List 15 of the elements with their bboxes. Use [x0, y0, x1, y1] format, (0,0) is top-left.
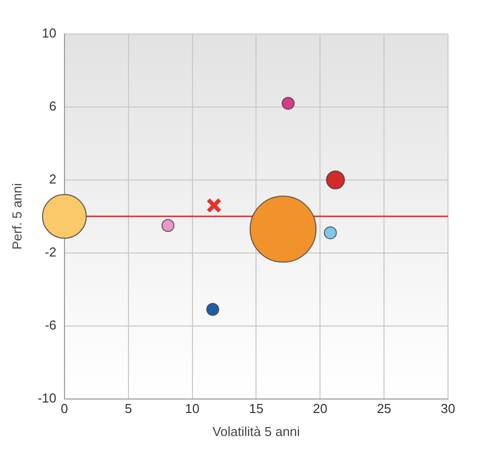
y-tick-label: -2 [44, 244, 56, 260]
y-tick-label: 2 [49, 172, 56, 186]
y-tick-label: 6 [49, 98, 56, 114]
x-tick-label: 15 [248, 401, 264, 416]
x-tick-label: 25 [376, 401, 392, 416]
x-axis-title: Volatilità 5 anni [212, 424, 300, 439]
x-tick-label: 10 [185, 401, 200, 416]
y-tick-label: -10 [38, 390, 56, 406]
x-tick-label: 0 [60, 401, 68, 416]
x-tick-label: 20 [312, 401, 328, 416]
y-axis-title: Perf. 5 anni [9, 183, 24, 250]
x-tick-label: 30 [440, 401, 456, 416]
y-tick-label: -6 [44, 317, 56, 332]
x-tick-label: 5 [124, 401, 132, 416]
y-tick-label: 10 [42, 26, 56, 41]
